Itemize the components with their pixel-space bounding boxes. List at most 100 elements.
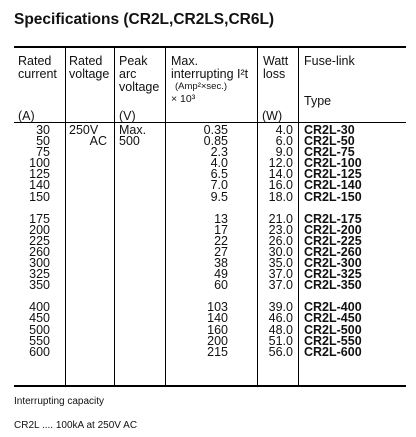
max-interrupting-cell: 2.3: [210, 145, 228, 160]
rated-current-cell: 75: [36, 145, 50, 160]
header-text: interrupting I²t: [171, 67, 249, 81]
max-interrupting-cell: 7.0: [210, 178, 228, 193]
watt-loss-cell: 4.0: [275, 123, 293, 137]
fuse-link-type-cell: CR2L-325: [304, 267, 362, 282]
header-peak-arc-voltage: Peak arc voltage: [119, 55, 159, 94]
fuse-link-type-cell: CR2L-225: [304, 233, 362, 248]
page-title: Specifications (CR2L,CR2LS,CR6L): [14, 11, 275, 28]
fuse-link-type-cell: CR2L-300: [304, 256, 362, 271]
rated-current-cell: 300: [29, 256, 50, 271]
unit-watt: (W): [262, 109, 283, 123]
max-interrupting-cell: 6.5: [210, 167, 228, 182]
header-text: Peak: [119, 54, 148, 68]
fuse-link-type-cell: CR2L-600: [304, 344, 362, 359]
rated-current-cell: 50: [36, 134, 50, 149]
fuse-link-type-cell: CR2L-400: [304, 300, 362, 315]
max-interrupting-cell: 200: [207, 333, 228, 348]
specifications-table: Rated current Rated voltage Peak arc vol…: [14, 46, 406, 387]
max-interrupting-cell: 0.35: [203, 123, 228, 137]
watt-loss-cell: 21.0: [268, 211, 293, 226]
watt-loss-cell: 9.0: [275, 145, 293, 160]
max-interrupting-cell: 13: [214, 211, 228, 226]
fuse-link-type-cell: CR2L-100: [304, 156, 362, 171]
column-max-interrupting: 0.35 0.85 2.3 4.0 6.5 7.0 9.5 13 17 22 27 38 49 60 103…: [165, 123, 228, 359]
watt-loss-cell: 12.0: [268, 156, 293, 171]
rated-current-cell: 200: [29, 222, 50, 237]
rated-current-cell: 30: [36, 123, 50, 137]
header-text: current: [18, 67, 57, 81]
watt-loss-cell: 37.0: [268, 278, 293, 293]
header-i2t-multiplier: × 10³: [171, 93, 196, 105]
unit-current: (A): [18, 109, 35, 123]
max-interrupting-cell: 22: [214, 233, 228, 248]
cell-text: 250V: [69, 123, 99, 137]
max-interrupting-cell: 27: [214, 244, 228, 259]
header-rule: [14, 122, 406, 123]
unit-voltage: (V): [119, 109, 136, 123]
header-text: loss: [263, 67, 286, 81]
watt-loss-cell: 56.0: [268, 344, 293, 359]
rated-current-cell: 550: [29, 333, 50, 348]
rated-voltage-value: 250V AC: [69, 123, 107, 149]
header-text: Max.: [171, 54, 199, 68]
fuse-link-type-cell: CR2L-450: [304, 311, 362, 326]
note-interrupting-capacity: Interrupting capacity: [14, 396, 105, 407]
header-rated-voltage: Rated voltage: [69, 55, 109, 81]
max-interrupting-cell: 9.5: [210, 189, 228, 204]
column-divider: [114, 48, 115, 385]
cell-text: AC: [89, 134, 107, 149]
peak-arc-voltage-value: Max. 500: [119, 123, 147, 149]
rated-current-cell: 100: [29, 156, 50, 171]
watt-loss-cell: 39.0: [268, 300, 293, 315]
header-text: arc: [119, 67, 137, 81]
max-interrupting-cell: 0.85: [203, 134, 228, 149]
rated-current-cell: 450: [29, 311, 50, 326]
max-interrupting-cell: 49: [214, 267, 228, 282]
rated-current-cell: 260: [29, 244, 50, 259]
rated-current-cell: 600: [29, 344, 50, 359]
header-watt-loss: Watt loss: [263, 55, 288, 81]
fuse-link-type-cell: CR2L-200: [304, 222, 362, 237]
watt-loss-cell: 16.0: [268, 178, 293, 193]
fuse-link-type-cell: CR2L-50: [304, 134, 355, 149]
fuse-link-type-cell: CR2L-500: [304, 322, 362, 337]
fuse-link-type-cell: CR2L-75: [304, 145, 355, 160]
max-interrupting-cell: 103: [207, 300, 228, 315]
fuse-link-type-cell: CR2L-125: [304, 167, 362, 182]
header-text: Rated: [18, 54, 52, 68]
rated-current-cell: 400: [29, 300, 50, 315]
watt-loss-cell: 46.0: [268, 311, 293, 326]
rated-current-cell: 225: [29, 233, 50, 248]
fuse-link-type-cell: CR2L-550: [304, 333, 362, 348]
column-divider: [298, 48, 299, 385]
rated-current-cell: 350: [29, 278, 50, 293]
watt-loss-cell: 30.0: [268, 244, 293, 259]
watt-loss-cell: 37.0: [268, 267, 293, 282]
column-rated-current: 30 50 75 100 125 140 150 175 200 225 260 300 325 350 4…: [14, 123, 50, 359]
fuse-link-type-cell: CR2L-30: [304, 123, 355, 137]
max-interrupting-cell: 4.0: [210, 156, 228, 171]
note-cr2l-rating: CR2L .... 100kA at 250V AC: [14, 420, 138, 431]
fuse-link-type-cell: CR2L-150: [304, 189, 362, 204]
fuse-link-type-cell: CR2L-140: [304, 178, 362, 193]
header-rated-current: Rated current: [18, 55, 57, 81]
watt-loss-cell: 26.0: [268, 233, 293, 248]
column-divider: [65, 48, 66, 385]
fuse-link-type-cell: CR2L-260: [304, 244, 362, 259]
header-text: Watt: [263, 54, 289, 68]
max-interrupting-cell: 140: [207, 311, 228, 326]
max-interrupting-cell: 215: [207, 344, 228, 359]
rated-current-cell: 500: [29, 322, 50, 337]
header-i2t-unit: (Amp²×sec.): [175, 81, 227, 92]
column-divider: [257, 48, 258, 385]
column-divider: [165, 48, 166, 385]
column-watt-loss: 4.0 6.0 9.0 12.0 14.0 16.0 18.0 21.0 23.0 26.0 30.…: [257, 123, 293, 359]
max-interrupting-cell: 60: [214, 278, 228, 293]
header-max-interrupting: Max. interrupting I²t: [171, 55, 248, 81]
rated-current-cell: 150: [29, 189, 50, 204]
header-text: voltage: [119, 80, 160, 94]
watt-loss-cell: 23.0: [268, 222, 293, 237]
cell-text: 500: [119, 134, 140, 149]
watt-loss-cell: 14.0: [268, 167, 293, 182]
cell-text: Max.: [119, 123, 147, 137]
